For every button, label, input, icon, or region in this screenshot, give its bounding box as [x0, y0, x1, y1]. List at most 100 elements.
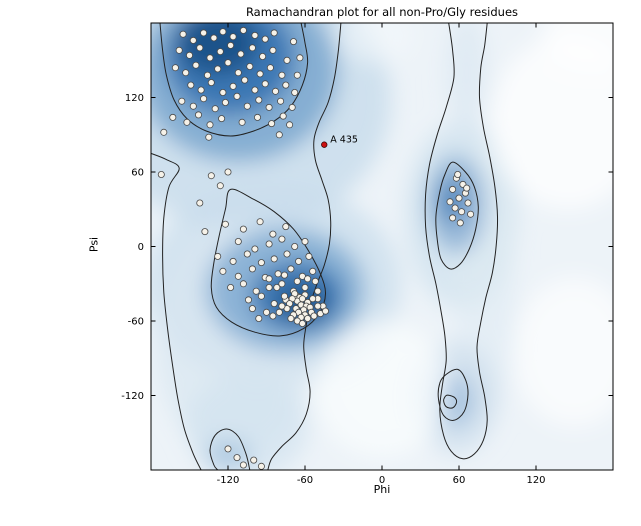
x-tick-label: 0 [379, 475, 385, 486]
residue-point [189, 102, 197, 110]
residue-point [239, 280, 247, 288]
outer-left-bottom-bump-line [209, 428, 251, 470]
residue-point [265, 283, 273, 291]
residue-point [280, 271, 288, 279]
residue-point [251, 86, 259, 94]
residue-point [293, 277, 301, 285]
residue-point [455, 194, 463, 202]
residue-point [261, 35, 269, 43]
residue-point [314, 287, 322, 295]
residue-point [295, 257, 303, 265]
beta-inner-contour-line [159, 23, 309, 137]
residue-point [244, 296, 252, 304]
residue-point [216, 48, 224, 56]
residue-point [270, 300, 278, 308]
residue-point [207, 172, 215, 180]
residue-point [280, 292, 288, 300]
residue-points [157, 26, 475, 470]
residue-point [241, 76, 249, 84]
x-tick-label: -60 [297, 475, 313, 486]
density-blob [204, 438, 252, 470]
contour-lines [151, 23, 499, 470]
residue-point [250, 456, 258, 464]
plot-area: A 435 [151, 23, 613, 470]
residue-point [251, 31, 259, 39]
residue-point [219, 28, 227, 36]
residue-point [206, 54, 214, 62]
residue-point [179, 30, 187, 38]
residue-point [265, 275, 273, 283]
residue-point [157, 170, 165, 178]
residue-point [304, 275, 312, 283]
residue-point [278, 235, 286, 243]
residue-point [248, 305, 256, 313]
residue-point [248, 265, 256, 273]
residue-point [182, 69, 190, 77]
residue-point [229, 257, 237, 265]
residue-point [265, 103, 273, 111]
residue-point [449, 214, 457, 222]
residue-point [200, 95, 208, 103]
residue-point [203, 71, 211, 79]
residue-point [189, 36, 197, 44]
residue-point [211, 105, 219, 113]
residue-point [234, 237, 242, 245]
residue-point [233, 92, 241, 100]
residue-point [251, 245, 259, 253]
density-blob [512, 277, 613, 427]
residue-point [257, 292, 265, 300]
residue-point [255, 96, 263, 104]
residue-point [246, 63, 254, 71]
residue-point [446, 198, 454, 206]
alpha-inner-contour-line [210, 188, 327, 337]
residue-point [309, 267, 317, 275]
residue-point [237, 50, 245, 58]
residue-point [216, 182, 224, 190]
x-tick-label: 120 [526, 475, 545, 486]
density-blob [337, 23, 415, 63]
residue-point [160, 128, 168, 136]
left-handed-alpha-contour-line [435, 161, 479, 270]
residue-point [301, 237, 309, 245]
residue-point [449, 185, 457, 193]
residue-point [205, 133, 213, 141]
y-tick-label: 120 [125, 93, 144, 104]
residue-point [463, 184, 471, 192]
residue-point [275, 308, 283, 316]
x-axis-label: Phi [373, 483, 391, 496]
residue-point [218, 115, 226, 123]
residue-point [296, 54, 304, 62]
y-axis-label: Psi [87, 236, 101, 253]
residue-point [464, 199, 472, 207]
tick-labels: -120 -60 0 60 120 -120 -60 0 60 120 [121, 93, 545, 486]
residue-point [269, 230, 277, 238]
residue-point [192, 61, 200, 69]
residue-point [227, 283, 235, 291]
outer-left-right-boundary-line [267, 23, 342, 470]
residue-point [304, 314, 312, 322]
residue-point [178, 97, 186, 105]
y-tick-label: 60 [131, 168, 144, 179]
residue-point [234, 272, 242, 280]
residue-point [451, 204, 459, 212]
residue-point [458, 208, 466, 216]
residue-point [314, 302, 322, 310]
plot-title: Ramachandran plot for all non-Pro/Gly re… [245, 5, 519, 19]
residue-point [298, 319, 306, 327]
density-blob [315, 321, 449, 458]
residue-point [219, 89, 227, 97]
residue-point [221, 220, 229, 228]
residue-point [273, 283, 281, 291]
residue-point [255, 314, 263, 322]
residue-point [467, 210, 475, 218]
density-blob [491, 35, 613, 210]
residue-point [266, 64, 274, 72]
residue-point [214, 65, 222, 73]
residue-point [271, 87, 279, 95]
residue-point [269, 46, 277, 54]
residue-point [305, 252, 313, 260]
residue-point [279, 112, 287, 120]
residue-point [200, 29, 208, 37]
residue-point [269, 312, 277, 320]
